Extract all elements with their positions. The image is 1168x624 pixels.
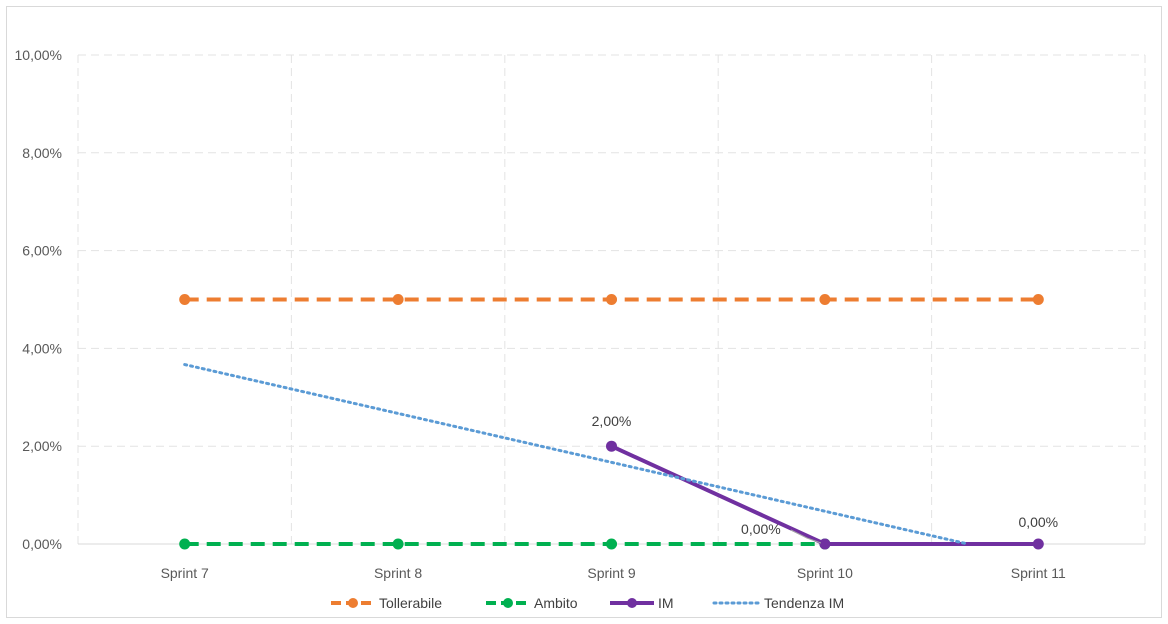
y-tick-label: 0,00% xyxy=(22,536,62,552)
data-label: 2,00% xyxy=(592,413,632,429)
point-tollerabile xyxy=(179,294,191,305)
y-tick-label: 10,00% xyxy=(15,47,62,63)
legend-item-tollerabile: Tollerabile xyxy=(331,595,442,611)
x-tick-label: Sprint 7 xyxy=(161,565,209,581)
data-labels: 2,00% 0,00% 0,00% xyxy=(592,413,1058,544)
legend-marker-tollerabile xyxy=(348,598,358,608)
y-tick-label: 8,00% xyxy=(22,145,62,161)
x-tick-label: Sprint 11 xyxy=(1011,565,1066,581)
point-ambito xyxy=(392,538,404,550)
series xyxy=(179,294,1044,550)
point-tollerabile xyxy=(819,294,831,305)
point-im xyxy=(1032,538,1044,550)
chart-frame xyxy=(6,6,1162,618)
legend-label-tollerabile: Tollerabile xyxy=(379,595,442,611)
point-im xyxy=(606,440,617,452)
x-axis-ticks: Sprint 7 Sprint 8 Sprint 9 Sprint 10 Sprint … xyxy=(161,565,1066,581)
legend-label-ambito: Ambito xyxy=(534,595,578,611)
legend-label-tendenza-im: Tendenza IM xyxy=(764,595,844,611)
legend-item-tendenza-im: Tendenza IM xyxy=(712,595,844,611)
y-tick-label: 4,00% xyxy=(22,340,62,356)
series-line-tendenza-im xyxy=(183,363,970,546)
x-tick-label: Sprint 9 xyxy=(587,565,635,581)
legend-item-ambito: Ambito xyxy=(486,595,578,611)
point-tollerabile xyxy=(1032,294,1044,305)
point-ambito xyxy=(179,538,191,550)
legend-label-im: IM xyxy=(658,595,674,611)
point-tollerabile xyxy=(606,294,617,305)
point-tollerabile xyxy=(392,294,404,305)
y-tick-label: 2,00% xyxy=(22,438,62,454)
series-line-im xyxy=(610,444,1039,546)
legend-marker-im xyxy=(627,598,637,608)
data-label-leader xyxy=(790,529,822,544)
data-label: 0,00% xyxy=(1018,514,1058,530)
y-tick-label: 6,00% xyxy=(22,243,62,259)
data-label: 0,00% xyxy=(741,521,781,537)
x-tick-label: Sprint 10 xyxy=(797,565,853,581)
x-tick-label: Sprint 8 xyxy=(374,565,422,581)
legend-item-im: IM xyxy=(610,595,674,611)
legend-marker-ambito xyxy=(503,598,513,608)
legend: Tollerabile Ambito IM Tendenza IM xyxy=(331,595,844,611)
point-im xyxy=(819,538,831,550)
y-axis-ticks: 0,00% 2,00% 4,00% 6,00% 8,00% 10,00% xyxy=(15,47,62,552)
point-ambito xyxy=(606,538,617,550)
